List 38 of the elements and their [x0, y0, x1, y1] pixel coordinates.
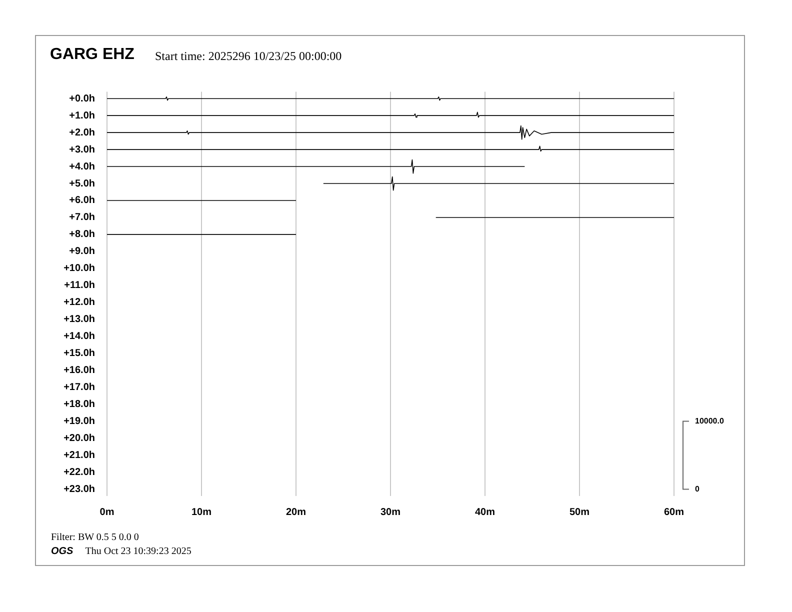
x-tick-label: 30m — [380, 506, 401, 518]
x-tick-label: 20m — [286, 506, 306, 518]
y-tick-label: +6.0h — [69, 195, 95, 206]
x-tick-label: 60m — [664, 506, 684, 518]
y-tick-label: +15.0h — [64, 348, 95, 360]
y-tick-label: +17.0h — [64, 382, 95, 394]
y-tick-label: +10.0h — [64, 263, 95, 274]
y-tick-label: +1.0h — [69, 110, 95, 122]
y-tick-label: +4.0h — [69, 161, 95, 172]
y-tick-label: +19.0h — [64, 416, 95, 428]
y2-tick-label: 10000.0 — [695, 416, 724, 426]
y-tick-label: +21.0h — [64, 450, 95, 461]
y-tick-label: +14.0h — [64, 331, 95, 342]
y-tick-label: +22.0h — [64, 466, 95, 478]
y-tick-label: +16.0h — [64, 365, 95, 376]
x-tick-label: 50m — [569, 506, 590, 518]
y-tick-label: +23.0h — [64, 484, 95, 495]
x-tick-label: 40m — [474, 506, 496, 518]
y-tick-label: +12.0h — [64, 297, 95, 308]
y-tick-label: +7.0h — [69, 212, 95, 224]
chart-title: GARG EHZ — [50, 46, 134, 64]
chart-subtitle: Start time: 2025296 10/23/25 00:00:00 — [155, 49, 342, 64]
y-tick-label: +5.0h — [69, 178, 95, 190]
y-tick-label: +0.0h — [69, 93, 95, 104]
text: OGS — [51, 546, 74, 557]
y-tick-label: +18.0h — [64, 399, 95, 410]
text: Filter: BW 0.5 5 0.0 0 — [51, 532, 139, 543]
y2-tick-label: 0 — [695, 484, 700, 494]
y-tick-label: +20.0h — [64, 433, 95, 444]
y-tick-label: +11.0h — [64, 280, 95, 292]
y-tick-label: +2.0h — [69, 127, 95, 138]
text: Thu Oct 23 10:39:23 2025 — [85, 546, 192, 557]
x-tick-label: 10m — [191, 506, 212, 518]
y-tick-label: +8.0h — [69, 229, 95, 240]
x-tick-label: 0m — [100, 506, 114, 518]
y-tick-label: +13.0h — [64, 314, 95, 326]
y-tick-label: +3.0h — [69, 144, 95, 156]
y-tick-label: +9.0h — [69, 246, 95, 258]
